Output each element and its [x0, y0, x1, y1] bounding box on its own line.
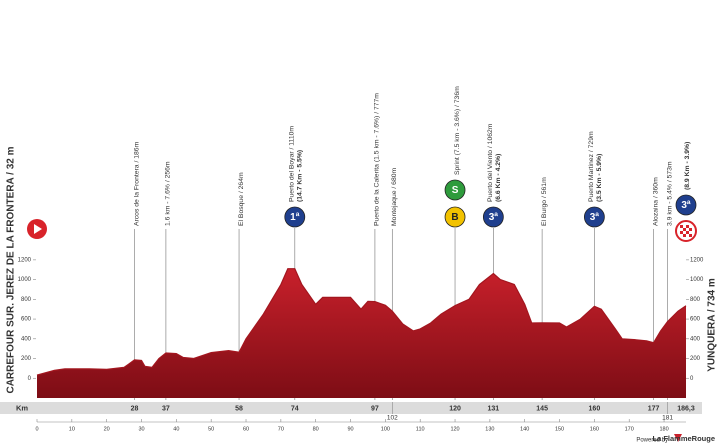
finish-check — [686, 225, 689, 228]
ruler-mark: 28 — [131, 405, 139, 412]
y-tick-label: 0 — [28, 376, 32, 382]
x-tick-label: 110 — [416, 426, 425, 432]
waypoint-detail: (6.6 Km - 4.2%) — [495, 154, 502, 202]
profile-line — [36, 268, 687, 376]
finish-check — [689, 228, 692, 231]
brand-icon — [674, 434, 682, 442]
y-tick-label-right: 1200 — [690, 257, 704, 263]
finish-check — [689, 234, 692, 237]
ruler-mark: 131 — [488, 405, 500, 412]
y-tick-label-right: 400 — [690, 336, 701, 342]
finish-check — [686, 231, 689, 234]
waypoint-detail: (3.5 Km - 5.9%) — [596, 154, 603, 202]
ruler-mark: 97 — [371, 405, 379, 412]
waypoint-detail: (14.7 Km - 5.5%) — [297, 150, 304, 202]
badge-text: 3ª — [489, 212, 499, 223]
y-tick-label-right: 200 — [690, 356, 701, 362]
x-tick-label: 100 — [381, 426, 390, 432]
x-tick-label: 0 — [35, 426, 38, 432]
x-tick-label: 170 — [625, 426, 634, 432]
badge-text: B — [451, 212, 458, 223]
waypoint-detail: (8.9 Km - 3.9%) — [684, 142, 691, 190]
finish-check — [680, 231, 683, 234]
x-tick-label: 140 — [520, 426, 529, 432]
x-tick-label: 180 — [659, 426, 668, 432]
x-tick-label: 130 — [485, 426, 494, 432]
km-ruler — [0, 402, 702, 414]
badge — [675, 194, 697, 216]
waypoint-label: Arcos de la Frontera / 186m — [133, 141, 140, 226]
badge — [482, 206, 504, 228]
ruler-mark: 145 — [536, 405, 548, 412]
badge — [583, 206, 605, 228]
x-tick-label: 70 — [278, 426, 284, 432]
waypoint-label: Puerto del Boyar / 1110m — [289, 126, 296, 202]
badge — [284, 206, 306, 228]
waypoint-label: 1.6 km - 7.6% / 256m — [165, 161, 172, 226]
y-tick-label: 1000 — [18, 277, 32, 283]
ruler-mark: 58 — [235, 405, 243, 412]
finish-check — [683, 234, 686, 237]
ruler-mark: 37 — [162, 405, 170, 412]
waypoint-label: 3.9 km - 5.4% / 573m — [666, 161, 673, 226]
ruler-mark: 120 — [449, 405, 461, 412]
waypoint-label: El Bosque / 264m — [238, 172, 245, 226]
y-tick-label: 200 — [21, 356, 32, 362]
profile-fill — [37, 268, 686, 398]
x-tick-label: 90 — [347, 426, 353, 432]
waypoint-label: Puerto Martinez / 729m — [588, 131, 595, 202]
waypoint-label: Montejaque / 680m — [391, 167, 398, 226]
ruler-mark: 74 — [291, 405, 299, 412]
badge-text: 3ª — [590, 212, 600, 223]
y-tick-label: 600 — [21, 317, 32, 323]
ruler-mark-lower: 181 — [662, 415, 673, 422]
x-tick-label: 80 — [313, 426, 319, 432]
start-arrow — [34, 224, 42, 234]
finish-check — [680, 225, 683, 228]
x-tick-label: 10 — [69, 426, 75, 432]
x-tick-label: 40 — [173, 426, 179, 432]
y-tick-label: 400 — [21, 336, 32, 342]
y-tick-label: 800 — [21, 297, 32, 303]
x-tick-label: 150 — [555, 426, 564, 432]
ruler-mark: 186,3 — [677, 405, 695, 412]
waypoint-label: Alozaina / 360m — [652, 177, 659, 226]
chart-title: CARREFOUR SUR. JEREZ DE LA FRONTERA / 32… — [6, 146, 17, 393]
y-tick-label-right: 800 — [690, 297, 701, 303]
badge-text: 3ª — [681, 200, 691, 211]
badge — [444, 206, 466, 228]
finish-label: YUNQUERA / 734 m — [707, 278, 718, 372]
y-tick-label: 1200 — [18, 257, 32, 263]
x-tick-label: 30 — [138, 426, 144, 432]
y-tick-label-right: 0 — [690, 376, 694, 382]
x-tick-label: 60 — [243, 426, 249, 432]
waypoint-label: Puerto de la Calerita (1.5 km - 7.6%) / … — [374, 93, 381, 226]
ruler-label: Km — [16, 403, 28, 412]
badge-text: 1ª — [290, 212, 300, 223]
ruler-mark: 177 — [648, 405, 660, 412]
badge — [444, 179, 466, 201]
y-tick-label-right: 1000 — [690, 277, 704, 283]
y-tick-label-right: 600 — [690, 317, 701, 323]
finish-check — [683, 228, 686, 231]
x-tick-label: 120 — [450, 426, 459, 432]
footer-powered: Powered by — [636, 438, 668, 444]
x-tick-label: 20 — [104, 426, 110, 432]
badge-text: S — [452, 185, 459, 196]
x-tick-label: 50 — [208, 426, 214, 432]
waypoint-label: El Burgo / 561m — [541, 177, 548, 226]
ruler-mark-lower: 102 — [387, 415, 398, 422]
waypoint-label: Sprint (7.5 km - 3.6%) / 736m — [454, 86, 461, 175]
x-tick-label: 160 — [590, 426, 599, 432]
ruler-mark: 160 — [589, 405, 601, 412]
waypoint-label: Puerto del Viento / 1062m — [487, 123, 494, 202]
footer-brand: La FlammeRouge — [652, 434, 715, 443]
